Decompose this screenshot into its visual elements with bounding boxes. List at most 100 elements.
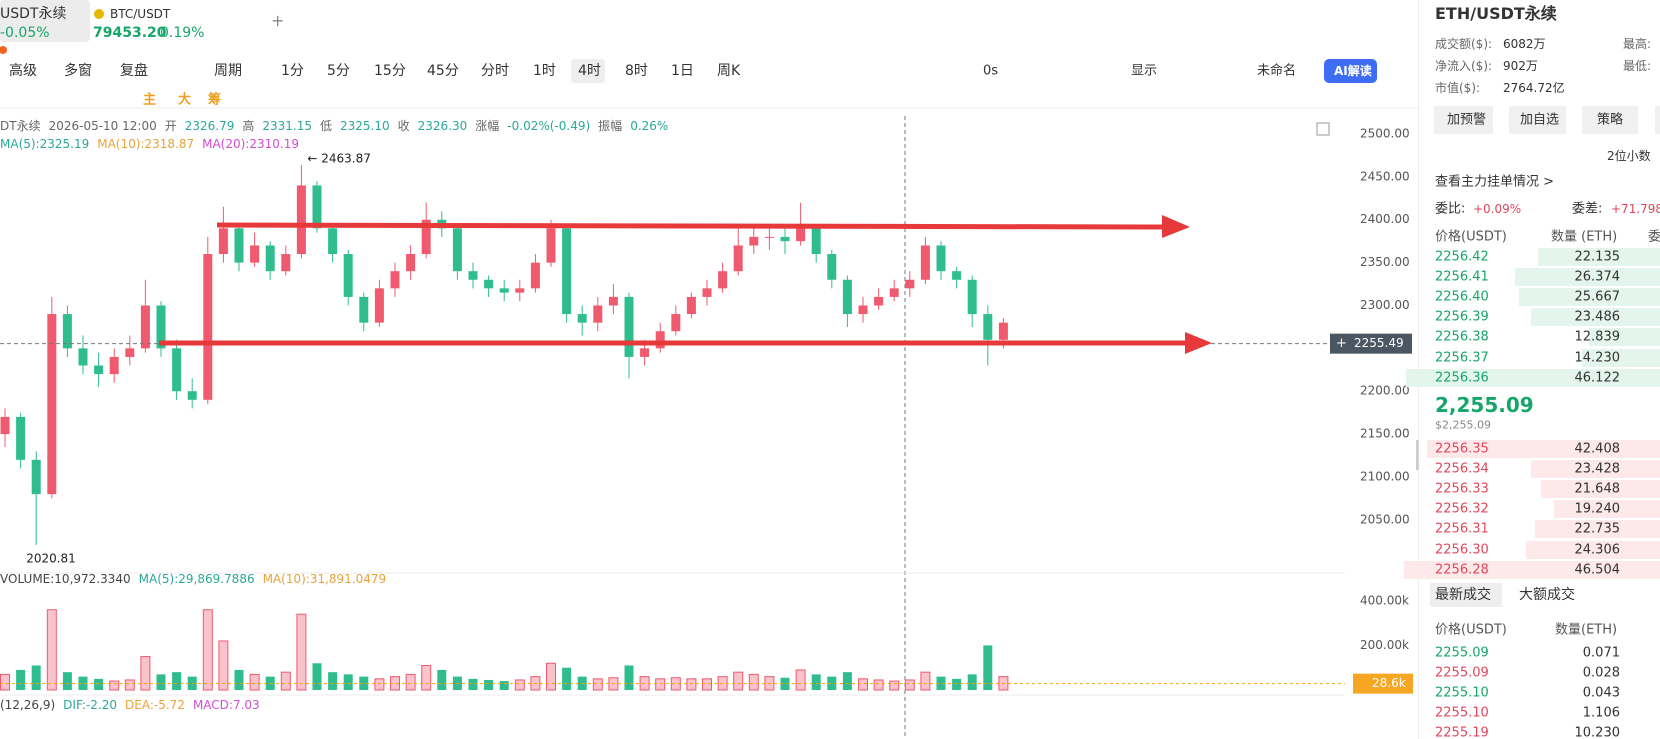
volume-bar bbox=[748, 673, 759, 691]
volume-bar bbox=[16, 669, 26, 690]
toolbar-item[interactable]: 1分 bbox=[281, 63, 304, 79]
toolbar-item[interactable]: AI解读 bbox=[1334, 64, 1372, 78]
ohlc-info: DT永续 2026-05-10 12:00 开 2326.79 高 2331.15 低 232… bbox=[0, 120, 668, 132]
y-tick-label: 2350.00 bbox=[1360, 255, 1410, 269]
book-price: 2256.33 bbox=[1435, 481, 1489, 497]
toolbar-item[interactable]: 15分 bbox=[374, 63, 406, 79]
y-tick-label: 2400.00 bbox=[1360, 212, 1410, 226]
ai-button[interactable] bbox=[1324, 59, 1377, 83]
panel-handle[interactable] bbox=[1416, 440, 1419, 470]
expand-icon[interactable] bbox=[1316, 122, 1330, 136]
last-volume-label: 28.6k bbox=[1372, 676, 1406, 690]
depth-bar bbox=[1518, 288, 1660, 307]
book-qty: 24.306 bbox=[1574, 542, 1621, 557]
volume-bar bbox=[858, 678, 868, 691]
candle-body bbox=[858, 305, 868, 315]
candle-body bbox=[998, 322, 1008, 340]
arrow-head bbox=[1162, 215, 1190, 238]
toolbar-item[interactable]: 未命名 bbox=[1257, 63, 1297, 79]
volume-bar bbox=[328, 672, 338, 690]
volume-bar bbox=[359, 676, 369, 690]
stat-value: 6082万 bbox=[1503, 37, 1546, 51]
volume-bar bbox=[437, 669, 447, 690]
book-qty: 46.122 bbox=[1574, 370, 1621, 386]
trade-price: 2255.10 bbox=[1435, 705, 1489, 721]
y-tick-label: 2450.00 bbox=[1360, 169, 1410, 183]
candle-body bbox=[499, 288, 509, 293]
book-price: 2256.40 bbox=[1435, 289, 1489, 305]
candle-body bbox=[31, 459, 41, 495]
toolbar-item[interactable]: 45分 bbox=[427, 63, 459, 79]
legend-item: MA(5):29,869.7886 bbox=[138, 572, 255, 586]
panel-button[interactable]: 策略 bbox=[1597, 112, 1624, 128]
volume-bar bbox=[280, 671, 291, 691]
volume-bar bbox=[374, 678, 385, 691]
trade-tab[interactable]: 大额成交 bbox=[1519, 587, 1575, 603]
trade-qty: 0.071 bbox=[1582, 645, 1620, 661]
y-tick-label: 2050.00 bbox=[1360, 512, 1410, 526]
depth-bar bbox=[1530, 308, 1660, 327]
extreme-label: 2020.81 bbox=[26, 551, 76, 565]
depth-bar bbox=[1404, 560, 1660, 579]
panel-button[interactable]: 加自选 bbox=[1520, 112, 1560, 128]
toolbar-item[interactable]: 5分 bbox=[327, 63, 350, 79]
book-price: 2256.41 bbox=[1435, 269, 1489, 285]
last-price-label: 2255.49 bbox=[1354, 336, 1404, 350]
toolbar-item[interactable]: 0s bbox=[983, 63, 999, 79]
legend-item: MA(10):31,891.0479 bbox=[262, 572, 387, 586]
toolbar-item[interactable]: 1时 bbox=[533, 63, 556, 79]
volume-bar bbox=[499, 681, 509, 690]
volume-bar bbox=[795, 669, 806, 691]
candle-body bbox=[546, 228, 556, 263]
toolbar-item[interactable]: 分时 bbox=[481, 63, 509, 79]
depth-bar bbox=[1589, 328, 1660, 347]
candle-body bbox=[172, 348, 182, 392]
book-price: 2256.38 bbox=[1435, 329, 1489, 345]
info-text: 收 bbox=[397, 119, 410, 133]
info-text: 涨幅 bbox=[475, 119, 500, 133]
button-bg bbox=[1509, 106, 1566, 134]
y-tick-label: 400.00k bbox=[1360, 593, 1409, 607]
toolbar-item[interactable]: 8时 bbox=[625, 63, 648, 79]
volume-bar bbox=[920, 671, 931, 691]
candle-body bbox=[702, 288, 712, 297]
volume-bar bbox=[952, 678, 962, 690]
book-header: 委 bbox=[1648, 229, 1660, 245]
toolbar-item[interactable]: 4时 bbox=[578, 63, 601, 79]
trade-tab[interactable]: 最新成交 bbox=[1435, 587, 1491, 603]
tab-price: 79453.20 bbox=[93, 25, 167, 41]
info-text: 2331.15 bbox=[262, 119, 312, 133]
volume-bar bbox=[31, 665, 41, 690]
legend-item: DEA:-5.72 bbox=[125, 698, 185, 712]
toolbar-item[interactable]: 多窗 bbox=[64, 63, 92, 79]
candle-body bbox=[842, 279, 852, 315]
last-price-tag bbox=[1330, 333, 1412, 354]
candle-body bbox=[390, 271, 400, 289]
volume-bar bbox=[889, 680, 900, 691]
toolbar-item[interactable]: 显示 bbox=[1131, 63, 1158, 79]
draw-tool: 筹 bbox=[208, 92, 222, 108]
toolbar-item[interactable]: 1日 bbox=[671, 63, 694, 79]
volume-bar bbox=[78, 676, 88, 690]
toolbar-item[interactable]: 周K bbox=[717, 63, 741, 79]
depth-bar bbox=[1540, 480, 1660, 499]
info-text: 2325.10 bbox=[340, 119, 390, 133]
candle-body bbox=[484, 279, 494, 289]
toolbar-item[interactable]: 复盘 bbox=[120, 63, 148, 79]
volume-bar bbox=[702, 678, 712, 691]
info-text: 0.26% bbox=[630, 119, 669, 133]
candle-body bbox=[0, 416, 10, 435]
volume-bar bbox=[156, 674, 166, 690]
ratio-label: 委比: bbox=[1435, 201, 1466, 217]
toolbar-item[interactable]: 高级 bbox=[9, 63, 37, 79]
depth-bar bbox=[1538, 248, 1660, 266]
candle-body bbox=[749, 236, 759, 246]
panel-button[interactable]: 加预警 bbox=[1447, 112, 1487, 128]
trade-header: 价格(USDT) bbox=[1435, 622, 1507, 638]
volume-bar bbox=[421, 664, 432, 691]
add-tab[interactable]: + bbox=[271, 11, 284, 30]
info-text: -0.02%(-0.49) bbox=[507, 119, 591, 133]
y-tick-label: 200.00k bbox=[1360, 638, 1409, 652]
toolbar-item[interactable]: 周期 bbox=[214, 63, 242, 79]
info-text: 振幅 bbox=[598, 119, 623, 133]
